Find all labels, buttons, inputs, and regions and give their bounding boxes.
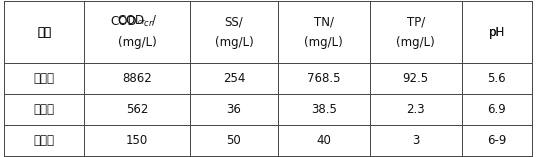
Text: (mg/L): (mg/L)	[214, 36, 254, 49]
Text: pH: pH	[489, 26, 505, 39]
Text: SS/: SS/	[225, 15, 243, 28]
Text: pH: pH	[489, 26, 505, 39]
Text: TN/: TN/	[314, 15, 334, 28]
Text: 2.3: 2.3	[406, 103, 425, 116]
Text: 指标: 指标	[38, 26, 51, 39]
Text: 3: 3	[412, 134, 419, 147]
Text: 原废水: 原废水	[34, 72, 55, 85]
Text: 5.6: 5.6	[487, 72, 506, 85]
Text: (mg/L): (mg/L)	[396, 36, 435, 49]
Text: 150: 150	[126, 134, 148, 147]
Text: 254: 254	[222, 72, 245, 85]
Text: 指标: 指标	[38, 26, 51, 39]
Text: 6-9: 6-9	[487, 134, 507, 147]
Text: TP/: TP/	[407, 15, 425, 28]
Text: COD: COD	[110, 15, 137, 28]
Text: 发酵后: 发酵后	[34, 103, 55, 116]
Text: COD$_{cr}$/: COD$_{cr}$/	[117, 14, 158, 30]
Text: 768.5: 768.5	[307, 72, 340, 85]
Text: (mg/L): (mg/L)	[118, 36, 157, 49]
Text: 6.9: 6.9	[487, 103, 506, 116]
Text: 8862: 8862	[122, 72, 152, 85]
Text: 50: 50	[227, 134, 241, 147]
Text: 562: 562	[126, 103, 148, 116]
Text: $_{cr}$: $_{cr}$	[137, 17, 147, 27]
Text: 38.5: 38.5	[311, 103, 337, 116]
Text: (mg/L): (mg/L)	[304, 36, 343, 49]
Text: 92.5: 92.5	[403, 72, 429, 85]
Text: 国标值: 国标值	[34, 134, 55, 147]
Text: 40: 40	[316, 134, 331, 147]
Text: 36: 36	[226, 103, 241, 116]
